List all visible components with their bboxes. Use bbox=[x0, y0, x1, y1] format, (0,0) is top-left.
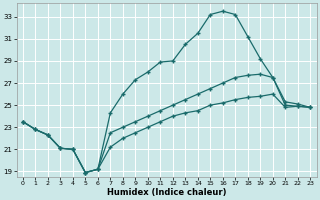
X-axis label: Humidex (Indice chaleur): Humidex (Indice chaleur) bbox=[107, 188, 226, 197]
